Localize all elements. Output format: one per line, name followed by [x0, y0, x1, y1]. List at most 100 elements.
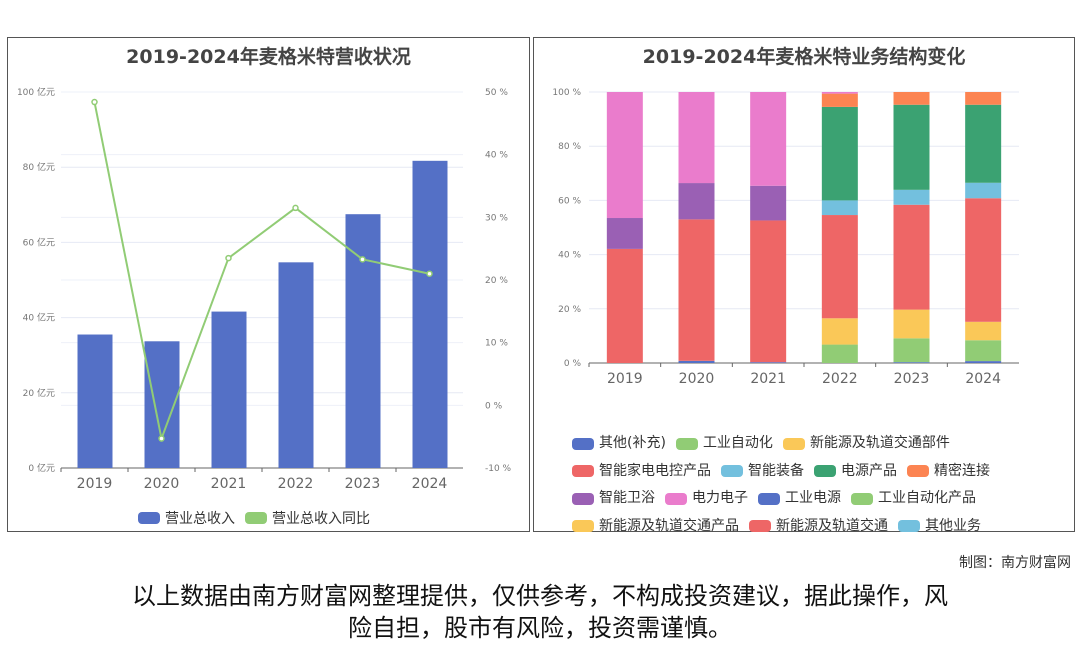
x-tick-label: 2022: [278, 476, 314, 492]
x-tick-label: 2024: [965, 371, 1001, 387]
revenue-chart-title: 2019-2024年麦格米特营收状况: [126, 46, 411, 68]
y-right-tick: 20 %: [485, 276, 508, 286]
revenue-bar: [211, 311, 247, 468]
stack-segment: [965, 92, 1002, 105]
y-right-tick: 30 %: [485, 213, 508, 223]
legend-label: 智能家电电控产品: [599, 462, 711, 479]
stack-segment: [821, 106, 858, 201]
stack-segment: [606, 248, 643, 363]
legend-item[interactable]: 智能装备: [721, 459, 804, 484]
legend-swatch: [721, 465, 743, 477]
legend-swatch: [572, 520, 594, 532]
x-tick-label: 2019: [77, 476, 113, 492]
y-tick: 0 %: [564, 359, 582, 369]
legend-item[interactable]: 其他业务: [898, 514, 981, 539]
stack-segment: [893, 204, 930, 310]
legend-label: 其他(补充): [599, 435, 666, 451]
y-right-tick: 50 %: [485, 88, 508, 98]
stack-segment: [750, 92, 787, 186]
y-right-tick: 40 %: [485, 151, 508, 161]
stack-segment: [821, 200, 858, 216]
growth-point: [225, 254, 232, 262]
legend-swatch: [758, 492, 780, 505]
growth-line: [93, 101, 430, 443]
legend-label: 新能源及轨道交通产品: [599, 517, 739, 534]
stack-segment: [750, 220, 787, 363]
disclaimer-line-2: 险自担，股市有风险，投资需谨慎。: [348, 614, 732, 642]
stack-segment: [893, 189, 930, 205]
y-tick: 40 %: [558, 251, 581, 261]
legend-swatch: [572, 437, 594, 450]
legend-item[interactable]: 工业电源: [758, 486, 841, 511]
legend-item[interactable]: 电源产品: [814, 459, 897, 484]
legend-swatch: [814, 465, 836, 477]
y-tick: 60 %: [558, 196, 581, 206]
x-tick-label: 2022: [822, 371, 858, 387]
legend-label: 精密连接: [934, 462, 990, 479]
legend-item[interactable]: 新能源及轨道交通部件: [782, 431, 950, 456]
stack-segment: [965, 340, 1002, 362]
revenue-bar: [77, 334, 113, 468]
y-left-tick: 80 亿元: [23, 161, 55, 173]
legend-label: 工业电源: [785, 490, 841, 506]
legend-item[interactable]: 工业自动化: [675, 431, 773, 456]
stack-segment: [893, 104, 930, 190]
stack-segment: [678, 360, 715, 363]
y-left-tick: 100 亿元: [17, 86, 55, 98]
stack-segment: [965, 182, 1002, 199]
x-tick-label: 2021: [211, 476, 247, 492]
x-tick-label: 2023: [894, 371, 930, 387]
stack-segment: [821, 318, 858, 345]
stack-segment: [750, 185, 787, 221]
legend-swatch: [749, 520, 771, 532]
revenue-bar: [412, 160, 448, 469]
y-right-tick: -10 %: [485, 464, 512, 474]
business-structure-panel: 0 % 20 % 40 % 60 % 80 % 100 % 2019 2020 2021 2022…: [533, 37, 1075, 534]
legend-item[interactable]: 智能卫浴: [572, 486, 655, 511]
growth-point: [359, 256, 366, 263]
legend-item[interactable]: 营业总收入同比: [245, 508, 370, 528]
stack-segment: [965, 321, 1002, 341]
growth-point: [158, 435, 165, 442]
stack-segment: [821, 93, 858, 107]
legend-item[interactable]: 工业自动化产品: [851, 486, 976, 511]
stack-segment: [893, 362, 930, 363]
legend-item[interactable]: 新能源及轨道交通产品: [572, 514, 739, 539]
legend-item[interactable]: 营业总收入: [138, 508, 235, 528]
legend-item[interactable]: 新能源及轨道交通: [749, 514, 888, 539]
y-left-tick: 20 亿元: [23, 387, 55, 399]
legend-swatch: [898, 520, 920, 532]
x-tick-label: 2020: [144, 476, 180, 492]
stack-segment: [821, 344, 858, 363]
legend-item[interactable]: 电力电子: [665, 486, 748, 511]
legend-swatch: [851, 492, 873, 505]
y-tick: 20 %: [558, 305, 581, 315]
disclaimer: 以上数据由南方财富网整理提供，仅供参考，不构成投资建议，据此操作，风 险自担，股…: [0, 580, 1080, 644]
legend-label: 新能源及轨道交通部件: [809, 435, 950, 451]
business-structure-chart: 0 % 20 % 40 % 60 % 80 % 100 % 2019 2020 2021 2022…: [552, 88, 1019, 387]
legend-label: 工业自动化产品: [878, 490, 976, 506]
x-tick-label: 2019: [607, 371, 643, 387]
legend-item[interactable]: 智能家电电控产品: [572, 459, 711, 484]
disclaimer-line-1: 以上数据由南方财富网整理提供，仅供参考，不构成投资建议，据此操作，风: [132, 582, 948, 610]
stack-segment: [893, 92, 930, 105]
revenue-bar: [278, 262, 314, 468]
y-right-tick: 0 %: [485, 401, 503, 411]
y-right-tick: 10 %: [485, 339, 508, 349]
legend-swatch: [907, 465, 929, 477]
legend-swatch: [675, 437, 698, 450]
y-tick: 80 %: [558, 142, 581, 152]
legend-item[interactable]: 其他(补充): [572, 431, 666, 456]
stack-segment: [821, 92, 858, 94]
stack-segment: [821, 215, 858, 319]
legend-swatch: [572, 465, 594, 477]
stack-segment: [606, 218, 643, 249]
y-tick: 100 %: [552, 88, 581, 98]
legend-item[interactable]: 精密连接: [907, 459, 990, 484]
stack-segment: [678, 92, 715, 184]
legend-swatch: [572, 492, 594, 505]
revenue-chart-legend: 营业总收入 营业总收入同比: [138, 508, 380, 528]
legend-label: 电力电子: [692, 490, 748, 506]
stack-segment: [893, 338, 930, 363]
revenue-chart: 0 亿元 20 亿元 40 亿元 60 亿元 80 亿元 100 亿元 -10 % 0 % 10…: [17, 86, 512, 492]
